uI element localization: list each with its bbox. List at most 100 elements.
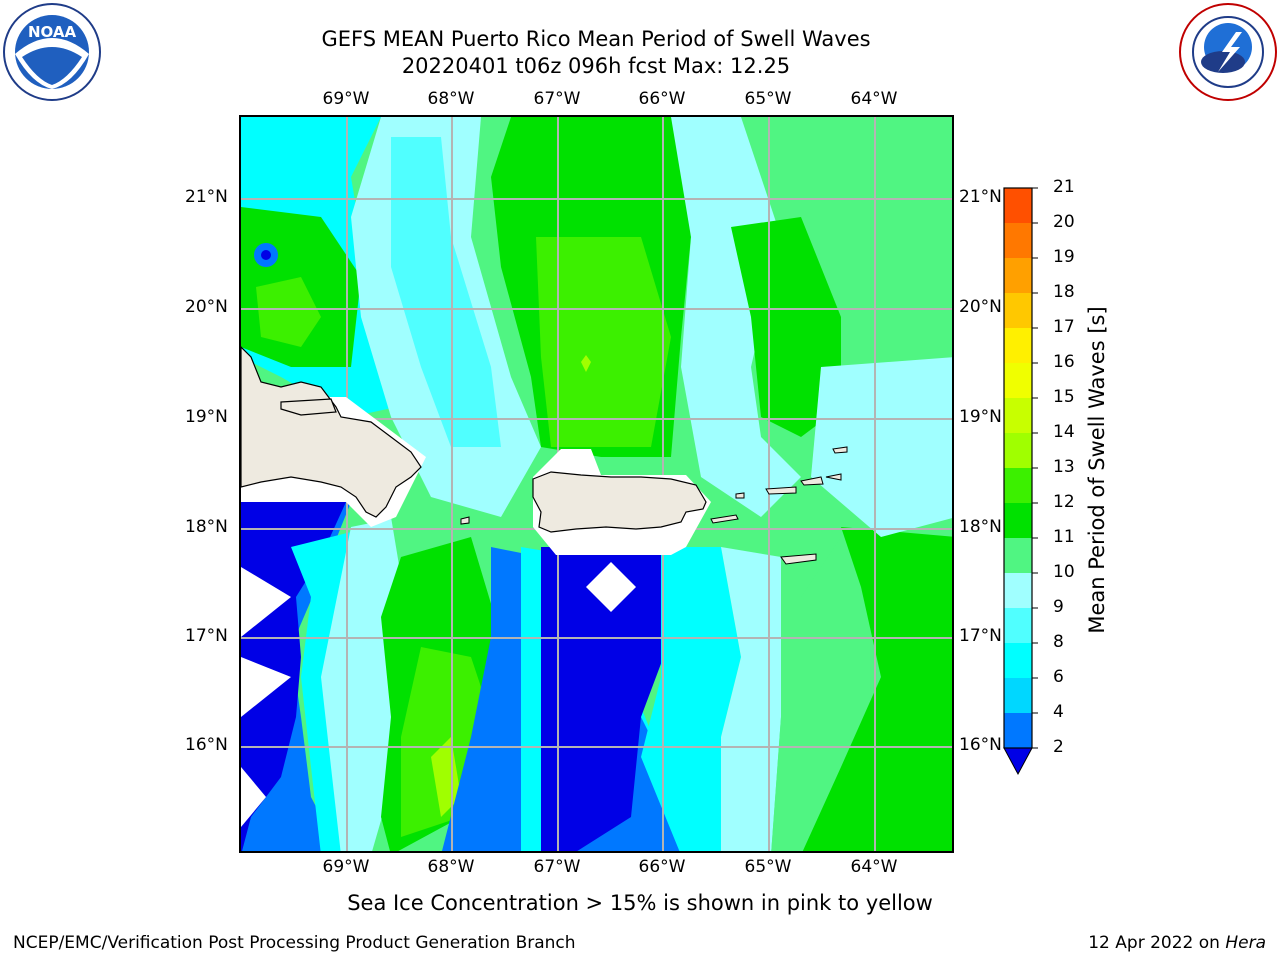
colorbar-segment bbox=[1004, 503, 1032, 538]
svg-text:NOAA: NOAA bbox=[28, 23, 77, 41]
land-mona bbox=[460, 516, 470, 525]
lat-label-right: 16°N bbox=[959, 735, 1002, 755]
colorbar-segment bbox=[1004, 608, 1032, 643]
land-tortola bbox=[800, 476, 824, 486]
colorbar-tick-label: 4 bbox=[1053, 702, 1064, 722]
colorbar-tick-label: 21 bbox=[1053, 177, 1075, 197]
deep-region bbox=[541, 547, 671, 851]
colorbar bbox=[1003, 187, 1038, 776]
lon-label-top: 69°W bbox=[322, 89, 370, 109]
colorbar-tick-label: 15 bbox=[1053, 387, 1075, 407]
colorbar-tick-label: 19 bbox=[1053, 247, 1075, 267]
colorbar-segment bbox=[1004, 258, 1032, 293]
chart-title: GEFS MEAN Puerto Rico Mean Period of Swe… bbox=[321, 27, 871, 51]
colorbar-label: Mean Period of Swell Waves [s] bbox=[1085, 306, 1109, 634]
colorbar-segment bbox=[1004, 363, 1032, 398]
colorbar-tick-label: 13 bbox=[1053, 457, 1075, 477]
land-tortuga bbox=[280, 398, 337, 416]
period-12-13-region bbox=[581, 355, 591, 372]
lat-label-left: 21°N bbox=[185, 187, 228, 207]
blank-region bbox=[241, 767, 266, 827]
colorbar-segment bbox=[1004, 468, 1032, 503]
colorbar-segment bbox=[1004, 223, 1032, 258]
lat-label-left: 20°N bbox=[185, 297, 228, 317]
land-st-thomas bbox=[765, 486, 797, 495]
noaa-logo: NOAA bbox=[2, 2, 102, 102]
lon-label-top: 64°W bbox=[850, 89, 898, 109]
swell-period-map bbox=[239, 115, 954, 853]
blank-region bbox=[586, 562, 636, 612]
lon-label-top: 67°W bbox=[533, 89, 581, 109]
footer-date: 12 Apr 2022 on Hera bbox=[1088, 933, 1266, 953]
lat-label-left: 16°N bbox=[185, 735, 228, 755]
period-11-12-region bbox=[256, 277, 321, 347]
colorbar-segment bbox=[1004, 713, 1032, 748]
colorbar-extend-arrow bbox=[1003, 747, 1033, 776]
land-culebra bbox=[735, 492, 745, 499]
colorbar-tick-label: 10 bbox=[1053, 562, 1075, 582]
colorbar-segment bbox=[1004, 573, 1032, 608]
colorbar-tick-label: 16 bbox=[1053, 352, 1075, 372]
footer-host: Hera bbox=[1225, 933, 1266, 953]
period-12-13-region bbox=[431, 737, 461, 817]
blank-region bbox=[241, 567, 291, 637]
nws-logo bbox=[1178, 2, 1278, 102]
period-8-9-region bbox=[811, 357, 952, 537]
period-2-4-region bbox=[442, 547, 541, 851]
lon-label-bottom: 69°W bbox=[322, 857, 370, 877]
lat-label-left: 19°N bbox=[185, 407, 228, 427]
colorbar-segment bbox=[1004, 398, 1032, 433]
period-10-11-region bbox=[802, 527, 952, 851]
lat-label-left: 17°N bbox=[185, 626, 228, 646]
lon-label-bottom: 64°W bbox=[850, 857, 898, 877]
lon-label-bottom: 65°W bbox=[744, 857, 792, 877]
colorbar-tick-label: 9 bbox=[1053, 597, 1064, 617]
colorbar-segment bbox=[1004, 433, 1032, 468]
land-virgin-gorda bbox=[825, 473, 842, 481]
land-puerto-rico bbox=[532, 471, 707, 533]
colorbar-tick-label: 18 bbox=[1053, 282, 1075, 302]
lat-label-right: 19°N bbox=[959, 407, 1002, 427]
period-4-6-region bbox=[641, 547, 741, 851]
period-11-12-region bbox=[536, 237, 671, 447]
graticule bbox=[241, 117, 952, 851]
colorbar-tick-label: 17 bbox=[1053, 317, 1075, 337]
lat-label-right: 21°N bbox=[959, 187, 1002, 207]
period-10-11-region bbox=[731, 217, 841, 437]
colorbar-tick-label: 14 bbox=[1053, 422, 1075, 442]
land-anegada bbox=[832, 446, 848, 454]
chart-subtitle-run: 20220401 t06z 096h fcst Max: 12.25 bbox=[401, 54, 791, 78]
colorbar-tick-label: 20 bbox=[1053, 212, 1075, 232]
land-hispaniola bbox=[241, 346, 422, 518]
sea-ice-note: Sea Ice Concentration > 15% is shown in … bbox=[347, 891, 933, 915]
lat-label-right: 17°N bbox=[959, 626, 1002, 646]
colorbar-segment bbox=[1004, 293, 1032, 328]
lon-label-bottom: 67°W bbox=[533, 857, 581, 877]
colorbar-segment bbox=[1004, 538, 1032, 573]
lon-label-bottom: 68°W bbox=[427, 857, 475, 877]
land-vieques bbox=[710, 514, 739, 524]
land-st-croix bbox=[780, 553, 817, 565]
colorbar-segment bbox=[1004, 328, 1032, 363]
colorbar-segment bbox=[1004, 188, 1032, 223]
footer-date-text: 12 Apr 2022 on bbox=[1088, 933, 1226, 953]
colorbar-segment bbox=[1004, 678, 1032, 713]
period-8-9-region bbox=[721, 547, 781, 851]
colorbar-tick-label: 6 bbox=[1053, 667, 1064, 687]
blank-region bbox=[241, 657, 291, 717]
period-6-8-region bbox=[391, 137, 501, 447]
lon-label-bottom: 66°W bbox=[638, 857, 686, 877]
lon-label-top: 65°W bbox=[744, 89, 792, 109]
lat-label-left: 18°N bbox=[185, 517, 228, 537]
lat-label-right: 20°N bbox=[959, 297, 1002, 317]
map-canvas bbox=[241, 117, 952, 851]
colorbar-segment bbox=[1004, 643, 1032, 678]
lon-label-top: 68°W bbox=[427, 89, 475, 109]
deep-region bbox=[261, 250, 271, 260]
lat-label-right: 18°N bbox=[959, 517, 1002, 537]
colorbar-tick-label: 8 bbox=[1053, 632, 1064, 652]
lon-label-top: 66°W bbox=[638, 89, 686, 109]
colorbar-tick-label: 11 bbox=[1053, 527, 1075, 547]
colorbar-tick-label: 2 bbox=[1053, 737, 1064, 757]
footer-producer: NCEP/EMC/Verification Post Processing Pr… bbox=[13, 933, 576, 953]
